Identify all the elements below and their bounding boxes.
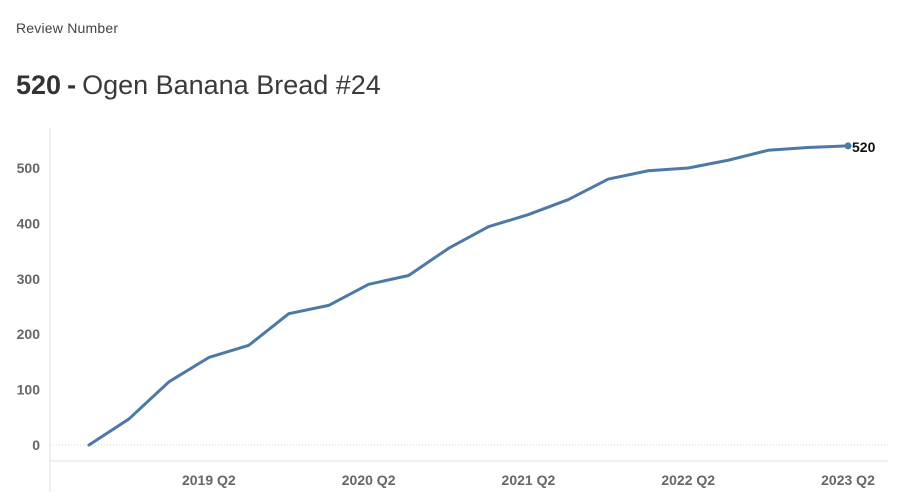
series-line (87, 144, 850, 447)
axes-layer (49, 128, 888, 492)
title-separator: - (67, 70, 77, 100)
y-tick-label: 0 (32, 437, 40, 453)
x-tick-label: 2020 Q2 (342, 472, 396, 488)
y-tick-label: 200 (17, 326, 41, 342)
x-tick-label: 2019 Q2 (182, 472, 236, 488)
title-value: 520 (16, 70, 62, 100)
y-tick-label: 500 (17, 160, 41, 176)
chart-header-label: Review Number (16, 20, 119, 36)
chart-title: 520- Ogen Banana Bread #24 (16, 70, 381, 101)
title-name: Ogen Banana Bread #24 (82, 70, 381, 100)
y-tick-label: 400 (17, 215, 41, 231)
y-tick-label: 300 (17, 271, 41, 287)
series-end-point (844, 142, 852, 150)
series-layer (87, 142, 852, 447)
end-value-label: 520 (852, 139, 876, 155)
x-tick-label: 2022 Q2 (661, 472, 715, 488)
x-tick-label: 2021 Q2 (502, 472, 556, 488)
labels-layer: 0 100 200 300 400 500 2019 Q2 2020 Q2 2021 Q2 202… (17, 139, 876, 488)
y-tick-label: 100 (17, 382, 41, 398)
x-tick-label: 2023 Q2 (821, 472, 875, 488)
